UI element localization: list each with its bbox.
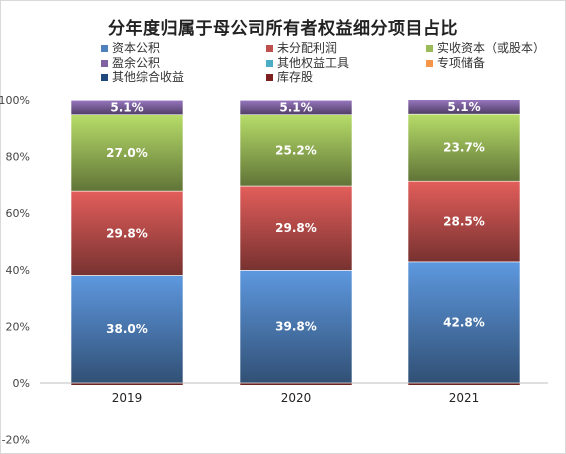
bar-segment: [407, 113, 521, 182]
data-label: 5.1%: [279, 100, 312, 114]
bar-segment: [70, 114, 184, 192]
y-tick-label: 100%: [0, 94, 30, 107]
data-label: 5.1%: [447, 100, 480, 114]
x-tick-label: 2019: [112, 391, 143, 405]
y-tick-label: 20%: [6, 320, 30, 333]
legend-swatch: [426, 45, 433, 52]
data-label: 42.8%: [443, 315, 485, 329]
legend-swatch: [101, 74, 108, 81]
data-label: 29.8%: [275, 221, 317, 235]
y-tick-label: 80%: [6, 151, 30, 164]
bar-segment: [239, 99, 353, 116]
bar-segment: [70, 275, 184, 384]
legend-item-other-comprehensive-income: 其他综合收益: [101, 70, 184, 84]
legend-item-treasury-stock: 库存股: [266, 70, 313, 84]
data-label: 23.7%: [443, 141, 485, 155]
legend-label: 资本公积: [112, 41, 161, 55]
data-label: 5.1%: [110, 100, 143, 114]
legend-swatch: [426, 60, 433, 67]
bar-segment: [407, 99, 521, 115]
y-tick-label: 0%: [13, 377, 30, 390]
legend-swatch: [266, 45, 273, 52]
legend-swatch: [101, 45, 108, 52]
data-label: 28.5%: [443, 215, 485, 229]
legend-swatch: [266, 74, 273, 81]
data-label: 38.0%: [106, 322, 148, 336]
legend-label: 未分配利润: [277, 41, 338, 55]
data-label: 39.8%: [275, 320, 317, 334]
legend-item-surplus-reserve: 盈余公积: [101, 56, 160, 70]
legend-item-special-reserve: 专项储备: [426, 56, 485, 70]
bar-segment: [70, 190, 184, 276]
legend-item-paid-in-capital: 实收资本（或股本）: [426, 41, 545, 55]
bar-segment: [407, 261, 521, 384]
bar-segment: [239, 114, 353, 187]
data-label: 25.2%: [275, 143, 317, 157]
data-label: 29.8%: [106, 226, 148, 240]
bar-segment: [70, 99, 184, 116]
bar-segment: [239, 270, 353, 384]
legend-label: 其他权益工具: [277, 56, 350, 70]
bar-segment: [239, 185, 353, 271]
legend-item-other-equity-instruments: 其他权益工具: [266, 56, 349, 70]
legend-item-capital-reserve: 资本公积: [101, 41, 160, 55]
legend-label: 其他综合收益: [112, 70, 185, 84]
y-tick-label: 40%: [6, 264, 30, 277]
legend-item-retained-earnings: 未分配利润: [266, 41, 337, 55]
x-tick-label: 2020: [281, 391, 312, 405]
y-tick-label: 60%: [6, 207, 30, 220]
legend-label: 实收资本（或股本）: [437, 41, 546, 55]
legend-label: 库存股: [277, 70, 314, 84]
legend-swatch: [266, 60, 273, 67]
chart-title: 分年度归属于母公司所有者权益细分项目占比: [108, 19, 458, 39]
legend-label: 盈余公积: [112, 56, 161, 70]
y-tick-label: -20%: [2, 434, 30, 447]
data-label: 27.0%: [106, 146, 148, 160]
legend-label: 专项储备: [437, 56, 486, 70]
bar-segment: [407, 180, 521, 263]
legend-swatch: [101, 60, 108, 67]
x-tick-label: 2021: [449, 391, 480, 405]
